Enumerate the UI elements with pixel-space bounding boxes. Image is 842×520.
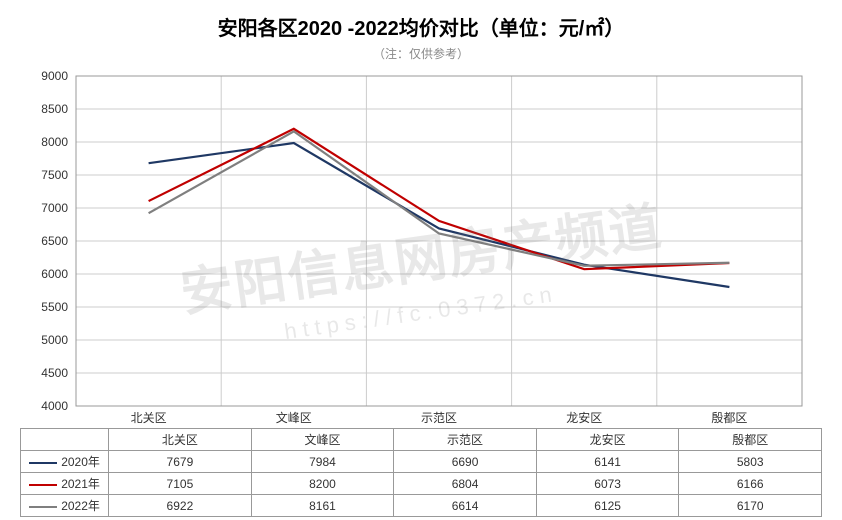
- table-cell: 6804: [394, 473, 537, 495]
- legend-cell: 2021年: [21, 473, 109, 495]
- table-corner-cell: [21, 429, 109, 451]
- x-tick-label: 示范区: [421, 411, 457, 425]
- y-tick-label: 5000: [41, 333, 68, 347]
- table-cell: 6922: [109, 495, 252, 517]
- legend-data-table: 北关区文峰区示范区龙安区殷都区 2020年 76797984669061415803…: [20, 428, 822, 517]
- table-cell: 6690: [394, 451, 537, 473]
- table-cell: 5803: [679, 451, 822, 473]
- y-tick-label: 9000: [41, 69, 68, 83]
- chart-subtitle: （注：仅供参考）: [20, 45, 822, 62]
- y-tick-label: 6500: [41, 234, 68, 248]
- x-tick-label: 文峰区: [276, 410, 312, 425]
- chart-container: 安阳各区2020 -2022均价对比（单位：元/㎡） （注：仅供参考） 安阳信息…: [0, 0, 842, 520]
- y-tick-label: 8000: [41, 135, 68, 149]
- table-header-cell: 文峰区: [251, 429, 394, 451]
- table-header-cell: 示范区: [394, 429, 537, 451]
- table-row: 2022年 69228161661461256170: [21, 495, 822, 517]
- y-tick-label: 4000: [41, 399, 68, 413]
- y-tick-label: 7000: [41, 201, 68, 215]
- table-cell: 6141: [536, 451, 679, 473]
- table-header-cell: 北关区: [109, 429, 252, 451]
- table-row: 2021年 71058200680460736166: [21, 473, 822, 495]
- table-cell: 7105: [109, 473, 252, 495]
- legend-swatch: [29, 506, 57, 508]
- legend-label: 2021年: [61, 477, 100, 491]
- legend-cell: 2020年: [21, 451, 109, 473]
- legend-swatch: [29, 484, 57, 486]
- table-cell: 6125: [536, 495, 679, 517]
- legend-cell: 2022年: [21, 495, 109, 517]
- legend-label: 2020年: [61, 455, 100, 469]
- table-cell: 6170: [679, 495, 822, 517]
- table-cell: 7984: [251, 451, 394, 473]
- x-tick-label: 龙安区: [566, 410, 602, 425]
- plot-zone: 安阳信息网房产频道 https://fc.0372.cn 40004500500…: [20, 68, 822, 428]
- table-cell: 6614: [394, 495, 537, 517]
- table-cell: 7679: [109, 451, 252, 473]
- series-line: [149, 129, 730, 269]
- table-cell: 6073: [536, 473, 679, 495]
- table-cell: 8161: [251, 495, 394, 517]
- y-tick-label: 6000: [41, 267, 68, 281]
- y-tick-label: 7500: [41, 168, 68, 182]
- legend-label: 2022年: [61, 499, 100, 513]
- table-header-cell: 龙安区: [536, 429, 679, 451]
- y-tick-label: 5500: [41, 300, 68, 314]
- y-tick-label: 4500: [41, 366, 68, 380]
- table-cell: 8200: [251, 473, 394, 495]
- table-row: 2020年 76797984669061415803: [21, 451, 822, 473]
- table-cell: 6166: [679, 473, 822, 495]
- legend-swatch: [29, 462, 57, 464]
- chart-title: 安阳各区2020 -2022均价对比（单位：元/㎡）: [20, 12, 822, 41]
- x-tick-label: 殷都区: [711, 411, 747, 425]
- plot-svg: 4000 4500 5000 5500 6000 6500 7000 7500 8000 8500…: [20, 68, 822, 428]
- y-tick-label: 8500: [41, 102, 68, 116]
- table-header-cell: 殷都区: [679, 429, 822, 451]
- x-tick-label: 北关区: [131, 411, 167, 425]
